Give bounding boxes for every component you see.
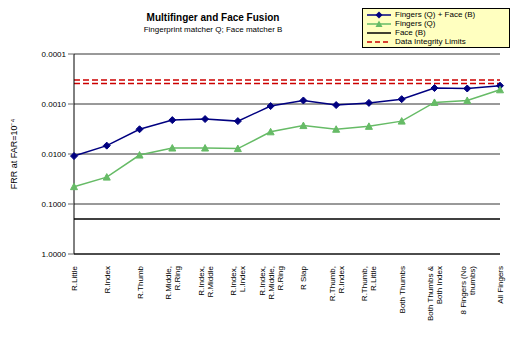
svg-text:Both Thumbs: Both Thumbs [398,266,407,313]
svg-text:R.Index: R.Index [103,266,112,294]
svg-text:0.0001: 0.0001 [42,50,67,59]
svg-text:Both Thumbs &Both Index: Both Thumbs &Both Index [426,265,444,321]
svg-text:R.Middle,R.Ring: R.Middle,R.Ring [164,266,182,300]
svg-text:1.0000: 1.0000 [42,250,67,259]
html-text:Data Integrity Limits: Data Integrity Limits [395,37,466,46]
svg-text:8 Fingers (Nothumbs): 8 Fingers (Nothumbs) [459,265,477,314]
svg-text:0.1000: 0.1000 [42,200,67,209]
svg-text:All Fingers: All Fingers [496,266,505,304]
svg-text:0.0100: 0.0100 [42,150,67,159]
html-text:Multifinger and Face Fusion: Multifinger and Face Fusion [146,12,280,23]
svg-text:R Slap: R Slap [299,265,308,290]
svg-text:R.Index,L.Index: R.Index,L.Index [229,266,247,296]
svg-text:R.Thumb: R.Thumb [136,265,145,298]
html-text:Face (B): Face (B) [395,28,426,37]
svg-text:R.Index,R.Middle: R.Index,R.Middle [197,265,215,297]
svg-text:FRR at FAR=10⁻⁴: FRR at FAR=10⁻⁴ [9,119,19,190]
svg-text:R.Thumb,R.Little: R.Thumb,R.Little [360,265,378,301]
svg-text:R.Thumb,R.Index: R.Thumb,R.Index [328,266,346,301]
html-text:Fingers (Q): Fingers (Q) [395,19,436,28]
html-text:Fingers (Q) + Face (B): Fingers (Q) + Face (B) [395,10,476,19]
svg-text:0.0010: 0.0010 [42,100,67,109]
svg-text:R.Index,R.Middle,R.Ring: R.Index,R.Middle,R.Ring [258,266,285,300]
html-text:Fingerprint matcher Q; Face ma: Fingerprint matcher Q; Face matcher B [143,25,283,34]
svg-text:R.Little: R.Little [70,265,79,290]
